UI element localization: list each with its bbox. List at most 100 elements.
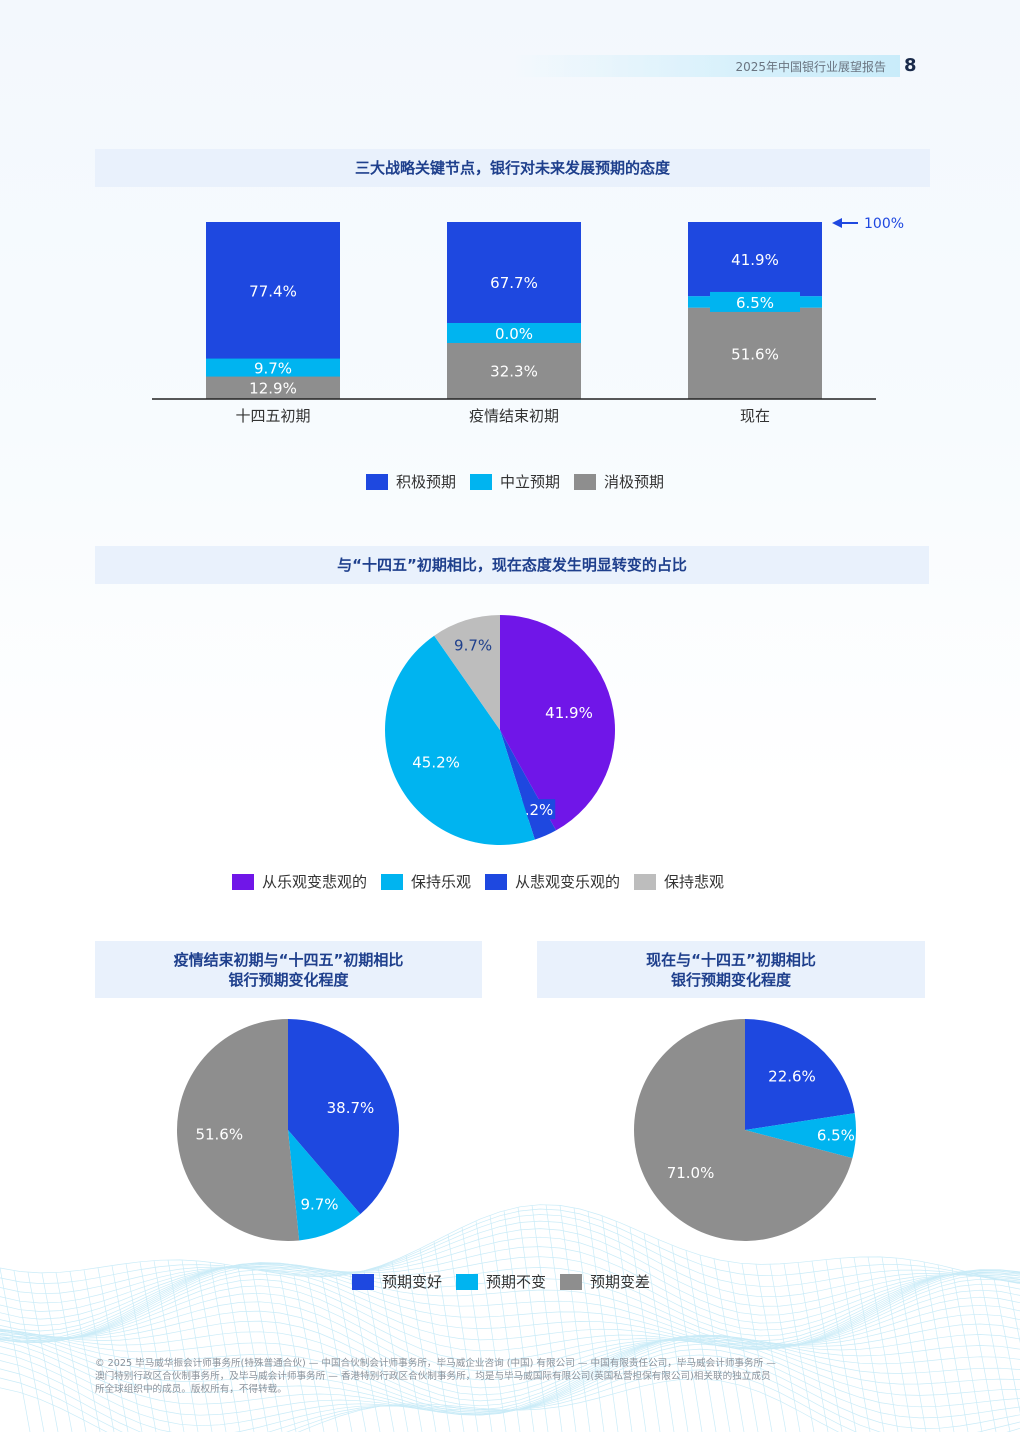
copyright-footer: © 2025 毕马威华振会计师事务所(特殊普通合伙) — 中国合伙制会计师事务所… — [95, 1357, 910, 1396]
mesh-line — [349, 1274, 381, 1432]
mesh-line — [335, 1275, 367, 1432]
mesh-line — [237, 1266, 269, 1432]
mesh-line — [209, 1262, 241, 1432]
mesh-line — [0, 1289, 1020, 1372]
zero-segment-band — [447, 322, 581, 343]
mesh-line — [0, 1266, 1020, 1350]
legend-item-pess-to-opt: 从悲观变乐观的 — [485, 871, 620, 892]
mesh-line — [741, 1263, 773, 1432]
pie-slice — [288, 1130, 361, 1241]
pie-slice — [288, 1019, 400, 1215]
arrow-label: 100% — [864, 216, 904, 232]
mesh-line — [0, 1269, 1020, 1350]
pie-data-label: 51.6% — [195, 1125, 243, 1143]
bar-data-label: 41.9% — [731, 251, 779, 269]
mesh-line — [0, 1348, 1020, 1427]
mesh-line — [0, 1228, 1020, 1312]
mesh-line — [0, 1256, 1020, 1332]
mesh-line — [629, 1226, 661, 1432]
mesh-line — [153, 1260, 185, 1432]
mesh-line — [965, 1271, 997, 1432]
pie-chart-now: 22.6% 6.5% 71.0% — [634, 1019, 856, 1241]
bar-data-label: 77.4% — [249, 282, 297, 300]
mesh-line — [881, 1256, 913, 1432]
mesh-line — [69, 1271, 101, 1432]
bar-data-label: 12.9% — [249, 380, 297, 398]
legend-swatch — [485, 873, 508, 890]
mesh-line — [279, 1273, 311, 1432]
pie-chart-post-pandemic: 38.7% 9.7% 51.6% — [176, 1019, 400, 1241]
mesh-line — [461, 1227, 493, 1432]
mesh-line — [979, 1275, 1011, 1432]
section3-legend: 预期变好 预期不变 预期变差 — [352, 1271, 664, 1292]
mesh-line — [489, 1215, 521, 1432]
pie-slice — [745, 1113, 856, 1159]
mesh-line — [97, 1267, 129, 1432]
bar-data-label: 0.0% — [495, 325, 533, 343]
mesh-line — [0, 1204, 1020, 1284]
legend-item-positive: 积极预期 — [366, 471, 456, 492]
category-label: 十四五初期 — [235, 407, 310, 425]
pie-data-label: 22.6% — [768, 1067, 816, 1085]
mesh-line — [867, 1256, 899, 1432]
legend-item-better: 预期变好 — [352, 1271, 442, 1292]
mesh-line — [587, 1211, 619, 1432]
title-line: 现在与“十四五”初期相比 — [646, 950, 816, 969]
footer-line: © 2025 毕马威华振会计师事务所(特殊普通合伙) — 中国合伙制会计师事务所… — [95, 1358, 776, 1369]
pie-data-label: 6.5% — [817, 1127, 855, 1145]
mesh-line — [83, 1269, 115, 1432]
mesh-line — [0, 1208, 1020, 1284]
mesh-line — [685, 1250, 717, 1432]
mesh-line — [195, 1260, 227, 1432]
mesh-line — [125, 1263, 157, 1432]
legend-label: 预期变差 — [590, 1273, 651, 1291]
section1-legend: 积极预期 中立预期 消极预期 — [366, 471, 678, 492]
section1-title-text: 三大战略关键节点，银行对未来发展预期的态度 — [354, 159, 670, 177]
mesh-line — [475, 1220, 507, 1432]
mesh-line — [0, 1330, 1020, 1413]
legend-swatch — [634, 873, 657, 890]
legend-item-negative: 消极预期 — [574, 471, 664, 492]
legend-label: 预期变好 — [382, 1273, 443, 1291]
mesh-line — [853, 1257, 885, 1432]
mesh-line — [755, 1264, 787, 1432]
mesh-line — [993, 1278, 1020, 1414]
pie-slice — [500, 615, 615, 831]
legend-item-same: 预期不变 — [456, 1271, 546, 1292]
mesh-line — [251, 1268, 283, 1432]
mesh-line — [531, 1205, 563, 1432]
pie-data-label: 71.0% — [667, 1164, 715, 1182]
mesh-line — [909, 1259, 941, 1432]
mesh-line — [657, 1239, 689, 1432]
section2-title: 与“十四五”初期相比，现在态度发生明显转变的占比 — [95, 546, 929, 584]
mesh-line — [0, 1267, 31, 1432]
mesh-line — [0, 1378, 840, 1432]
pie-data-label: 38.7% — [327, 1099, 375, 1117]
mesh-line — [797, 1262, 829, 1432]
decorative-mesh-wave — [0, 1204, 1020, 1432]
section2-legend: 从乐观变悲观的 保持乐观 从悲观变乐观的 保持悲观 — [232, 871, 738, 892]
mesh-line — [167, 1259, 199, 1432]
bar-segment — [447, 222, 581, 342]
mesh-line — [0, 1296, 1020, 1381]
mesh-line — [0, 1236, 1020, 1320]
mesh-line — [447, 1234, 479, 1432]
mesh-line — [0, 1246, 1020, 1326]
mesh-line — [573, 1207, 605, 1432]
mesh-line — [55, 1272, 87, 1432]
legend-label: 保持悲观 — [664, 873, 725, 891]
mesh-line — [0, 1278, 1020, 1352]
legend-item-keep-pess: 保持悲观 — [634, 871, 724, 892]
legend-label: 积极预期 — [396, 473, 457, 491]
mesh-line — [503, 1210, 535, 1432]
bar-segment — [688, 307, 822, 399]
pie-slice — [434, 615, 500, 730]
mesh-line — [321, 1276, 353, 1432]
mesh-line — [839, 1258, 871, 1432]
mesh-line — [307, 1276, 339, 1432]
mesh-line — [293, 1275, 325, 1432]
mesh-line — [181, 1259, 213, 1432]
bar-data-label: 9.7% — [254, 360, 292, 378]
pie-data-label: 9.7% — [454, 636, 492, 654]
mesh-line — [13, 1270, 45, 1432]
